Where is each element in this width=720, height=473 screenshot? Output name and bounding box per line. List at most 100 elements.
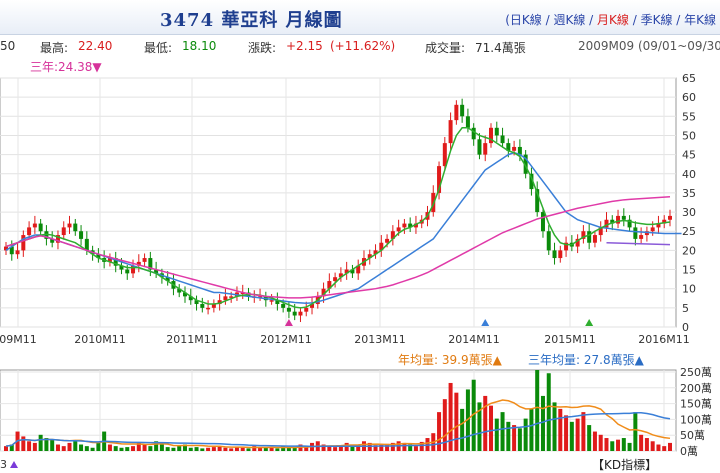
volume-bar bbox=[419, 441, 424, 451]
candle-body bbox=[177, 288, 182, 293]
chart-header: 3474 華亞科 月線圖 (日K線 / 週K線 / 月K線 / 季K線 / 年K… bbox=[0, 0, 720, 35]
volume-bar bbox=[188, 447, 193, 451]
volume-bar bbox=[437, 412, 442, 451]
candle-body bbox=[592, 235, 597, 243]
candle-body bbox=[194, 300, 199, 305]
volume-bar bbox=[206, 447, 211, 451]
candle-body bbox=[84, 238, 89, 251]
volume-bar bbox=[263, 447, 268, 451]
vol-tick-label: 0萬 bbox=[680, 445, 698, 458]
volume-bar bbox=[558, 408, 563, 451]
candle-body bbox=[639, 235, 644, 239]
volume-bar bbox=[650, 441, 655, 451]
candle-body bbox=[338, 273, 343, 278]
x-tick-label: 2013M11 bbox=[354, 333, 405, 346]
candle-body bbox=[402, 223, 407, 228]
volume-bar bbox=[142, 444, 147, 451]
change-pct: (+11.62%) bbox=[330, 39, 396, 53]
low-value: 18.10 bbox=[182, 39, 217, 53]
candle-body bbox=[50, 238, 55, 243]
volume-bar bbox=[281, 446, 286, 451]
volume-bar bbox=[633, 412, 638, 451]
period-quarter[interactable]: 季K線 bbox=[640, 13, 673, 27]
volume-bar bbox=[240, 447, 245, 451]
volume-bar bbox=[229, 448, 234, 451]
y-tick-label: 45 bbox=[682, 149, 696, 162]
volume-bar bbox=[587, 425, 592, 451]
volume-bar bbox=[275, 448, 280, 451]
volume-bar bbox=[385, 443, 390, 451]
volume-bar bbox=[644, 438, 649, 451]
volume-bar bbox=[517, 428, 522, 451]
volume-bar bbox=[569, 421, 574, 451]
period-range: 2009M09 (09/01~09/30 bbox=[578, 39, 720, 53]
volume-bar bbox=[523, 418, 528, 451]
candle-body bbox=[136, 261, 141, 266]
candle-body bbox=[67, 223, 72, 228]
period-year[interactable]: 年K線 bbox=[684, 13, 716, 27]
volume-bar bbox=[165, 447, 170, 451]
candle-body bbox=[367, 254, 372, 259]
volume-bar bbox=[604, 438, 609, 451]
volume-bar bbox=[96, 442, 101, 451]
volume-bar bbox=[512, 425, 517, 451]
candle-body bbox=[275, 300, 280, 305]
candle-body bbox=[281, 304, 286, 308]
y-tick-label: 50 bbox=[682, 129, 696, 142]
volume-bar bbox=[200, 448, 205, 451]
volume-bar bbox=[234, 447, 239, 451]
kd-indicator-button[interactable]: 【KD指標】 bbox=[592, 458, 658, 472]
candle-body bbox=[107, 258, 112, 262]
stats-bar: 50 最高: 22.40 最低: 18.10 漲跌: +2.15 (+11.62… bbox=[0, 38, 720, 56]
volume-bar bbox=[252, 446, 257, 451]
candle-body bbox=[575, 238, 580, 247]
y-tick-label: 30 bbox=[682, 206, 696, 219]
candle-body bbox=[656, 223, 661, 228]
reference-line bbox=[606, 241, 671, 246]
y-tick-label: 25 bbox=[682, 225, 696, 238]
candle-body bbox=[517, 146, 522, 155]
candle-body bbox=[483, 143, 488, 155]
volume-bar bbox=[639, 434, 644, 451]
candle-body bbox=[616, 215, 621, 224]
candle-body bbox=[552, 250, 557, 259]
candle-body bbox=[448, 120, 453, 144]
volume-bar bbox=[581, 412, 586, 451]
candle-body bbox=[27, 227, 32, 236]
volume-bar bbox=[148, 446, 153, 451]
signal-marker bbox=[481, 319, 490, 326]
period-month[interactable]: 月K線 bbox=[597, 13, 629, 27]
volume-value: 71.4萬張 bbox=[475, 41, 526, 55]
volume-bar bbox=[413, 446, 418, 451]
candle-body bbox=[460, 104, 465, 117]
x-tick-label: 2010M11 bbox=[74, 333, 125, 346]
volume-bar bbox=[540, 395, 545, 451]
volume-bar bbox=[246, 448, 251, 451]
volume-bar bbox=[448, 382, 453, 451]
candle-body bbox=[119, 265, 124, 270]
volume-bar bbox=[338, 445, 343, 451]
candle-body bbox=[73, 223, 78, 232]
price-frame bbox=[0, 77, 677, 328]
candle-body bbox=[310, 304, 315, 308]
volume-bar bbox=[38, 434, 43, 451]
candle-body bbox=[500, 135, 505, 144]
volume-bar bbox=[662, 446, 667, 451]
vol-tick-label: 250萬 bbox=[680, 366, 712, 379]
three-year-volume-avg: 三年均量: 27.8萬張▲ bbox=[528, 353, 644, 367]
candle-body bbox=[390, 231, 395, 239]
candle-body bbox=[535, 189, 540, 213]
volume-bar bbox=[494, 418, 499, 451]
candle-body bbox=[258, 296, 263, 298]
period-day[interactable]: (日K線 bbox=[505, 13, 542, 27]
candle-body bbox=[587, 231, 592, 243]
candle-body bbox=[396, 227, 401, 232]
y-tick-label: 60 bbox=[682, 91, 696, 104]
volume-bar bbox=[656, 444, 661, 451]
volume-bar bbox=[79, 444, 84, 451]
signal-marker bbox=[284, 319, 293, 326]
period-week[interactable]: 週K線 bbox=[553, 13, 586, 27]
candle-body bbox=[581, 231, 586, 239]
candle-body bbox=[506, 143, 511, 151]
